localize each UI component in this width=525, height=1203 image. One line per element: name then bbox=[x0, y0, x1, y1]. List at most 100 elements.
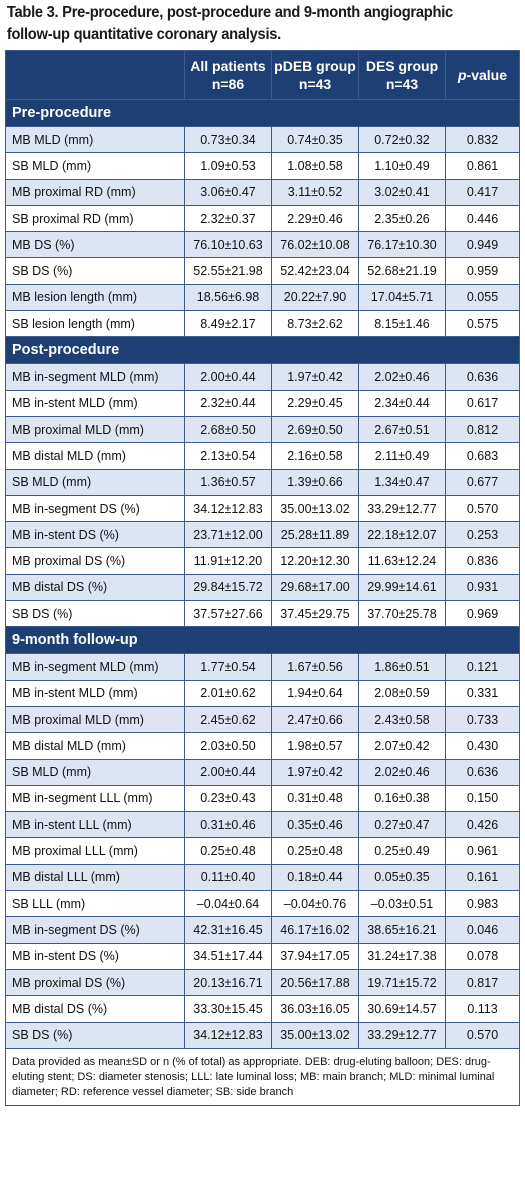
p-value: 0.426 bbox=[446, 812, 519, 839]
footnote: Data provided as mean±SD or n (% of tota… bbox=[6, 1048, 519, 1105]
p-value: 0.055 bbox=[446, 284, 519, 312]
des-value: 2.02±0.46 bbox=[359, 364, 446, 391]
pdeb-value: 2.29±0.45 bbox=[272, 390, 359, 417]
all-patients-value: 2.32±0.44 bbox=[185, 390, 272, 417]
des-value: 2.11±0.49 bbox=[359, 443, 446, 470]
p-value: 0.113 bbox=[446, 996, 519, 1023]
table-title: Table 3. Pre-procedure, post-procedure a… bbox=[5, 2, 522, 46]
pdeb-value: 0.25±0.48 bbox=[272, 838, 359, 865]
table-row: MB MLD (mm) 0.73±0.34 0.74±0.35 0.72±0.32 0.… bbox=[6, 127, 519, 154]
all-patients-value: 0.11±0.40 bbox=[185, 864, 272, 892]
row-label: MB proximal RD (mm) bbox=[6, 179, 185, 206]
pdeb-value: 1.98±0.57 bbox=[272, 733, 359, 760]
table-row: MB in-stent DS (%) 34.51±17.44 37.94±17.05… bbox=[6, 943, 519, 970]
pdeb-value: 1.67±0.56 bbox=[272, 654, 359, 681]
des-value: 3.02±0.41 bbox=[359, 179, 446, 206]
table-row: MB in-stent MLD (mm) 2.32±0.44 2.29±0.45 2.… bbox=[6, 390, 519, 417]
p-value: 0.617 bbox=[446, 390, 519, 417]
table-row: MB in-segment MLD (mm) 2.00±0.44 1.97±0.42… bbox=[6, 364, 519, 391]
table-row: MB in-stent LLL (mm) 0.31±0.46 0.35±0.46 0.… bbox=[6, 812, 519, 839]
p-value: 0.078 bbox=[446, 943, 519, 970]
all-patients-value: 2.13±0.54 bbox=[185, 443, 272, 470]
pdeb-value: 3.11±0.52 bbox=[272, 179, 359, 206]
p-value: 0.733 bbox=[446, 706, 519, 734]
row-label: SB MLD (mm) bbox=[6, 759, 185, 786]
table-row: SB MLD (mm) 1.09±0.53 1.08±0.58 1.10±0.49 0.… bbox=[6, 153, 519, 180]
des-value: 31.24±17.38 bbox=[359, 943, 446, 970]
table-row: SB MLD (mm) 2.00±0.44 1.97±0.42 2.02±0.46 0.… bbox=[6, 759, 519, 786]
table-row: MB proximal MLD (mm) 2.68±0.50 2.69±0.50 2.… bbox=[6, 416, 519, 444]
table-row: MB in-segment DS (%) 42.31±16.45 46.17±16.… bbox=[6, 917, 519, 944]
table-row: SB DS (%) 37.57±27.66 37.45±29.75 37.70±25.… bbox=[6, 601, 519, 628]
all-patients-value: 3.06±0.47 bbox=[185, 179, 272, 206]
table-row: MB proximal RD (mm) 3.06±0.47 3.11±0.52 3.0… bbox=[6, 179, 519, 206]
section-header: Post-procedure bbox=[6, 337, 519, 365]
p-value: 0.046 bbox=[446, 917, 519, 944]
table-body: Pre-procedure MB MLD (mm) 0.73±0.34 0.74±0.… bbox=[6, 100, 519, 1049]
row-label: MB distal DS (%) bbox=[6, 574, 185, 602]
table-row: MB in-stent DS (%) 23.71±12.00 25.28±11.89… bbox=[6, 522, 519, 549]
table-row: MB in-stent MLD (mm) 2.01±0.62 1.94±0.64 2.… bbox=[6, 680, 519, 707]
row-label: MB in-segment DS (%) bbox=[6, 495, 185, 523]
pdeb-value: –0.04±0.76 bbox=[272, 891, 359, 918]
pdeb-value: 1.08±0.58 bbox=[272, 153, 359, 180]
des-value: 0.72±0.32 bbox=[359, 127, 446, 154]
all-patients-value: 34.12±12.83 bbox=[185, 1022, 272, 1049]
header-blank bbox=[6, 51, 185, 100]
des-value: 38.65±16.21 bbox=[359, 917, 446, 944]
pdeb-value: 1.39±0.66 bbox=[272, 469, 359, 496]
p-value: 0.832 bbox=[446, 127, 519, 154]
pdeb-value: 46.17±16.02 bbox=[272, 917, 359, 944]
all-patients-value: 0.31±0.46 bbox=[185, 812, 272, 839]
p-value: 0.121 bbox=[446, 654, 519, 681]
header-des-group: DES group n=43 bbox=[359, 51, 446, 100]
pdeb-value: 2.47±0.66 bbox=[272, 706, 359, 734]
pdeb-value: 8.73±2.62 bbox=[272, 311, 359, 338]
pdeb-value: 37.45±29.75 bbox=[272, 601, 359, 628]
pdeb-value: 12.20±12.30 bbox=[272, 548, 359, 575]
row-label: SB DS (%) bbox=[6, 1022, 185, 1049]
p-value: 0.817 bbox=[446, 969, 519, 997]
table-row: SB DS (%) 34.12±12.83 35.00±13.02 33.29±12.… bbox=[6, 1022, 519, 1049]
all-patients-value: 29.84±15.72 bbox=[185, 574, 272, 602]
p-value: 0.961 bbox=[446, 838, 519, 865]
header-pdeb-group: pDEB group n=43 bbox=[272, 51, 359, 100]
p-value: 0.161 bbox=[446, 864, 519, 892]
p-value: 0.446 bbox=[446, 205, 519, 233]
des-value: 1.10±0.49 bbox=[359, 153, 446, 180]
des-value: –0.03±0.51 bbox=[359, 891, 446, 918]
row-label: MB in-stent DS (%) bbox=[6, 522, 185, 549]
all-patients-value: –0.04±0.64 bbox=[185, 891, 272, 918]
row-label: MB lesion length (mm) bbox=[6, 284, 185, 312]
row-label: MB in-segment LLL (mm) bbox=[6, 785, 185, 813]
des-value: 0.05±0.35 bbox=[359, 864, 446, 892]
pdeb-value: 20.56±17.88 bbox=[272, 969, 359, 997]
all-patients-value: 2.00±0.44 bbox=[185, 759, 272, 786]
p-value: 0.861 bbox=[446, 153, 519, 180]
all-patients-value: 0.25±0.48 bbox=[185, 838, 272, 865]
pdeb-value: 0.31±0.48 bbox=[272, 785, 359, 813]
des-value: 76.17±10.30 bbox=[359, 232, 446, 259]
pdeb-value: 0.18±0.44 bbox=[272, 864, 359, 892]
table-row: MB proximal DS (%) 20.13±16.71 20.56±17.88… bbox=[6, 969, 519, 997]
all-patients-value: 0.23±0.43 bbox=[185, 785, 272, 813]
table-row: MB proximal LLL (mm) 0.25±0.48 0.25±0.48 0.… bbox=[6, 838, 519, 865]
all-patients-value: 8.49±2.17 bbox=[185, 311, 272, 338]
pdeb-value: 52.42±23.04 bbox=[272, 258, 359, 285]
p-value: 0.636 bbox=[446, 759, 519, 786]
all-patients-value: 42.31±16.45 bbox=[185, 917, 272, 944]
row-label: MB distal MLD (mm) bbox=[6, 733, 185, 760]
all-patients-value: 0.73±0.34 bbox=[185, 127, 272, 154]
des-value: 37.70±25.78 bbox=[359, 601, 446, 628]
table-row: SB lesion length (mm) 8.49±2.17 8.73±2.62 8… bbox=[6, 311, 519, 338]
p-value: 0.983 bbox=[446, 891, 519, 918]
all-patients-value: 2.68±0.50 bbox=[185, 416, 272, 444]
des-value: 30.69±14.57 bbox=[359, 996, 446, 1023]
row-label: SB MLD (mm) bbox=[6, 153, 185, 180]
all-patients-value: 2.45±0.62 bbox=[185, 706, 272, 734]
row-label: SB DS (%) bbox=[6, 258, 185, 285]
pdeb-value: 0.74±0.35 bbox=[272, 127, 359, 154]
table-title-line1: Table 3. Pre-procedure, post-procedure a… bbox=[6, 4, 453, 21]
section-header: Pre-procedure bbox=[6, 100, 519, 127]
pdeb-value: 1.97±0.42 bbox=[272, 364, 359, 391]
